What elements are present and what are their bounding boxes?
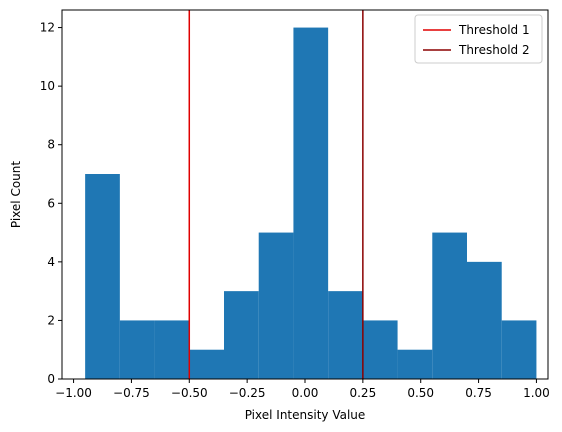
y-tick-label: 10 <box>40 79 55 93</box>
histogram-bars <box>85 27 537 379</box>
histogram-bar <box>362 320 398 379</box>
histogram-bar <box>189 349 224 379</box>
threshold-lines <box>188 10 364 379</box>
legend-label: Threshold 1 <box>458 23 530 37</box>
x-axis-ticks: −1.00 −0.75 −0.50 −0.25 0.00 0.25 0.50 0.75 1.00 <box>55 379 550 400</box>
x-tick-label: −0.50 <box>171 386 208 400</box>
y-tick-label: 8 <box>47 138 55 152</box>
legend: Threshold 1 Threshold 2 <box>414 14 543 64</box>
histogram-bar <box>397 349 433 379</box>
x-tick-label: 0.00 <box>292 386 319 400</box>
histogram-bar <box>154 320 190 379</box>
histogram-bar <box>501 320 537 379</box>
x-tick-label: −1.00 <box>55 386 92 400</box>
histogram-bar <box>258 232 294 379</box>
x-tick-label: 1.00 <box>523 386 550 400</box>
y-tick-label: 0 <box>47 372 55 386</box>
y-tick-label: 2 <box>47 313 55 327</box>
x-tick-label: 0.75 <box>465 386 492 400</box>
y-axis-ticks: 0 2 4 6 8 10 12 <box>40 21 62 386</box>
plot-frame <box>61 9 549 380</box>
histogram-bar <box>293 27 329 379</box>
x-tick-label: 0.50 <box>407 386 434 400</box>
y-axis-label: Pixel Count <box>9 161 23 229</box>
y-tick-label: 4 <box>47 255 55 269</box>
y-tick-label: 12 <box>40 21 55 35</box>
histogram-bar <box>328 291 363 379</box>
x-tick-label: 0.25 <box>349 386 376 400</box>
histogram-bar <box>224 291 259 379</box>
histogram-bar <box>119 320 155 379</box>
histogram-bar <box>467 261 502 379</box>
y-tick-label: 6 <box>47 196 55 210</box>
histogram-bar <box>85 174 120 379</box>
legend-label: Threshold 2 <box>458 43 530 57</box>
x-axis-label: Pixel Intensity Value <box>245 408 366 422</box>
legend-box <box>414 14 543 64</box>
histogram-bar <box>432 232 467 379</box>
x-tick-label: −0.75 <box>113 386 150 400</box>
x-tick-label: −0.25 <box>229 386 266 400</box>
